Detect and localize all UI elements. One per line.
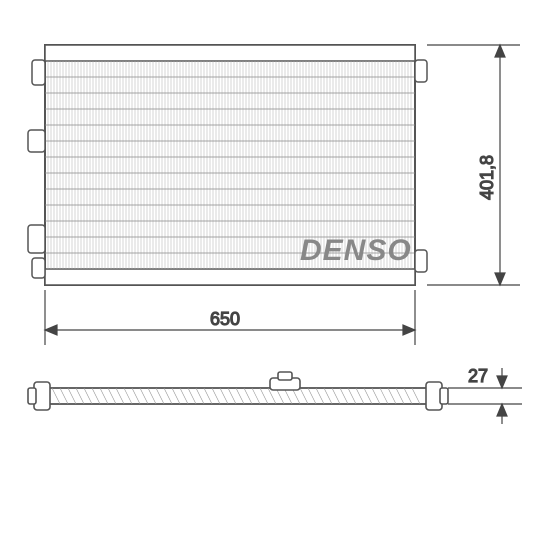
dimension-depth: 27 xyxy=(448,366,522,424)
radiator-profile-view xyxy=(28,372,448,410)
dimension-width: 650 xyxy=(45,290,415,345)
brand-watermark: DENSO xyxy=(300,234,412,267)
dimension-height: 401,8 xyxy=(427,45,520,285)
dimension-depth-label: 27 xyxy=(468,366,488,386)
dimension-height-label: 401,8 xyxy=(477,155,497,200)
dimension-width-label: 650 xyxy=(210,309,240,329)
radiator-front-view: DENSO xyxy=(28,45,427,285)
drawing-canvas: DENSO 401,8 650 xyxy=(0,0,540,540)
